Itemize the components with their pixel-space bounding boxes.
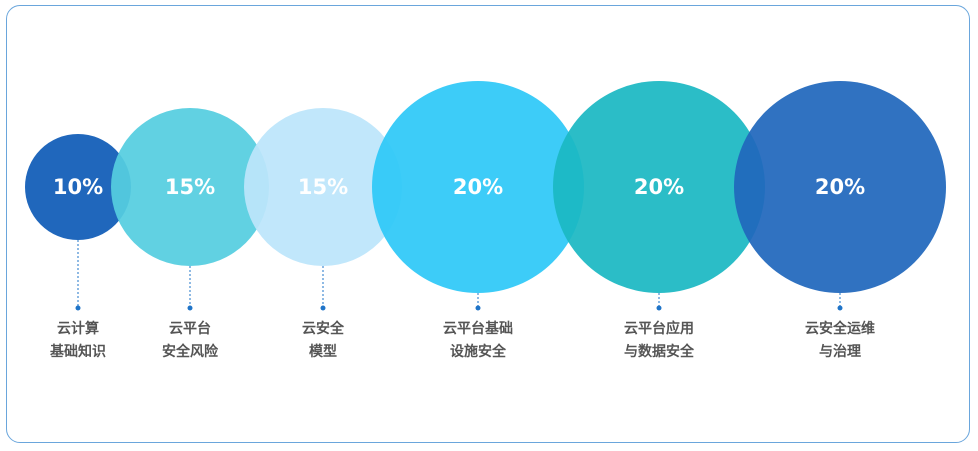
- bubble-percent: 10%: [53, 175, 103, 199]
- bubble-label: 云安全 模型: [253, 318, 393, 364]
- connector-dot: [75, 305, 81, 311]
- bubble-percent: 15%: [165, 175, 215, 199]
- label-line2: 基础知识: [50, 344, 106, 360]
- bubble-4: [372, 81, 584, 293]
- label-line2: 安全风险: [162, 344, 218, 360]
- label-line2: 与数据安全: [624, 344, 694, 360]
- label-line2: 与治理: [819, 344, 861, 360]
- bubble-label: 云安全运维 与治理: [770, 318, 910, 364]
- bubble-percent: 20%: [815, 175, 865, 199]
- label-line2: 模型: [309, 344, 337, 360]
- bubble-label: 云平台 安全风险: [120, 318, 260, 364]
- bubble-3: [244, 108, 402, 266]
- panel-frame: [6, 5, 970, 443]
- bubble-percent: 15%: [298, 175, 348, 199]
- connector-dot: [320, 305, 326, 311]
- label-line1: 云安全: [302, 321, 344, 337]
- label-line1: 云平台应用: [624, 321, 694, 337]
- label-line1: 云计算: [57, 321, 99, 337]
- connector-dot: [656, 305, 662, 311]
- label-line1: 云平台基础: [443, 321, 513, 337]
- label-line1: 云平台: [169, 321, 211, 337]
- bubble-2: [111, 108, 269, 266]
- bubble-label: 云计算 基础知识: [8, 318, 148, 364]
- bubble-6: [734, 81, 946, 293]
- bubble-percent: 20%: [453, 175, 503, 199]
- bubble-label: 云平台应用与数据安全: [589, 318, 729, 364]
- bubble-label: 云平台基础 设施安全: [408, 318, 548, 364]
- bubble-5: [553, 81, 765, 293]
- label-line1: 云安全运维: [805, 321, 875, 337]
- label-line2: 设施安全: [450, 344, 506, 360]
- connector-dot: [187, 305, 193, 311]
- bubble-1: [25, 134, 131, 240]
- connector-dot: [475, 305, 481, 311]
- connector-dot: [837, 305, 843, 311]
- bubble-percent: 20%: [634, 175, 684, 199]
